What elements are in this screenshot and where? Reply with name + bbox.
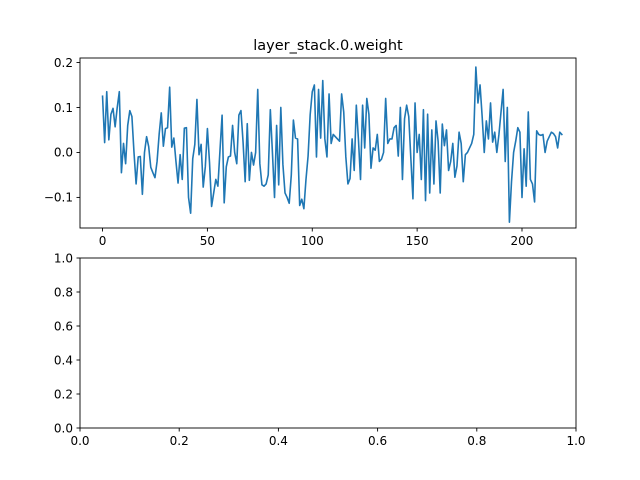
x-tick-label: 200 xyxy=(511,234,534,248)
x-tick-label: 0.0 xyxy=(70,434,89,448)
y-tick-label: 0.2 xyxy=(54,387,73,401)
series-line xyxy=(101,66,563,223)
tick-layer: 0.0 0.2 0.4 0.6 0.8 1.0 0.0 0.2 0.4 0.6 0.8 1.0 xyxy=(54,251,586,448)
x-tick-label: 0.8 xyxy=(467,434,486,448)
axes-frame xyxy=(79,57,577,229)
x-tick-label: 0.4 xyxy=(269,434,288,448)
y-tick-label: 0.2 xyxy=(54,56,73,70)
y-tick-label: 0.0 xyxy=(54,146,73,160)
x-tick-label: 0 xyxy=(99,234,107,248)
x-tick-label: 100 xyxy=(301,234,324,248)
y-tick-label: 0.1 xyxy=(54,101,73,115)
x-tick-label: 1.0 xyxy=(566,434,585,448)
bottom-subplot: 0.0 0.2 0.4 0.6 0.8 1.0 0.0 0.2 0.4 0.6 0.8 1.0 xyxy=(54,251,586,448)
x-tick-label: 50 xyxy=(200,234,215,248)
chart-title: layer_stack.0.weight xyxy=(253,38,403,54)
y-tick-label: 0.0 xyxy=(54,421,73,435)
y-tick-label: −0.1 xyxy=(44,191,73,205)
series-layer xyxy=(101,66,563,223)
top-subplot: layer_stack.0.weight 0 50 100 150 200 −0.1 0.0… xyxy=(44,38,577,248)
x-tick-label: 150 xyxy=(406,234,429,248)
tick-layer: 0 50 100 150 200 −0.1 0.0 0.1 0.2 xyxy=(44,56,534,248)
y-tick-label: 1.0 xyxy=(54,251,73,265)
axes-frame xyxy=(79,257,577,429)
x-tick-label: 0.6 xyxy=(368,434,387,448)
y-tick-label: 0.6 xyxy=(54,319,73,333)
x-tick-label: 0.2 xyxy=(170,434,189,448)
y-tick-label: 0.4 xyxy=(54,353,73,367)
y-tick-label: 0.8 xyxy=(54,285,73,299)
